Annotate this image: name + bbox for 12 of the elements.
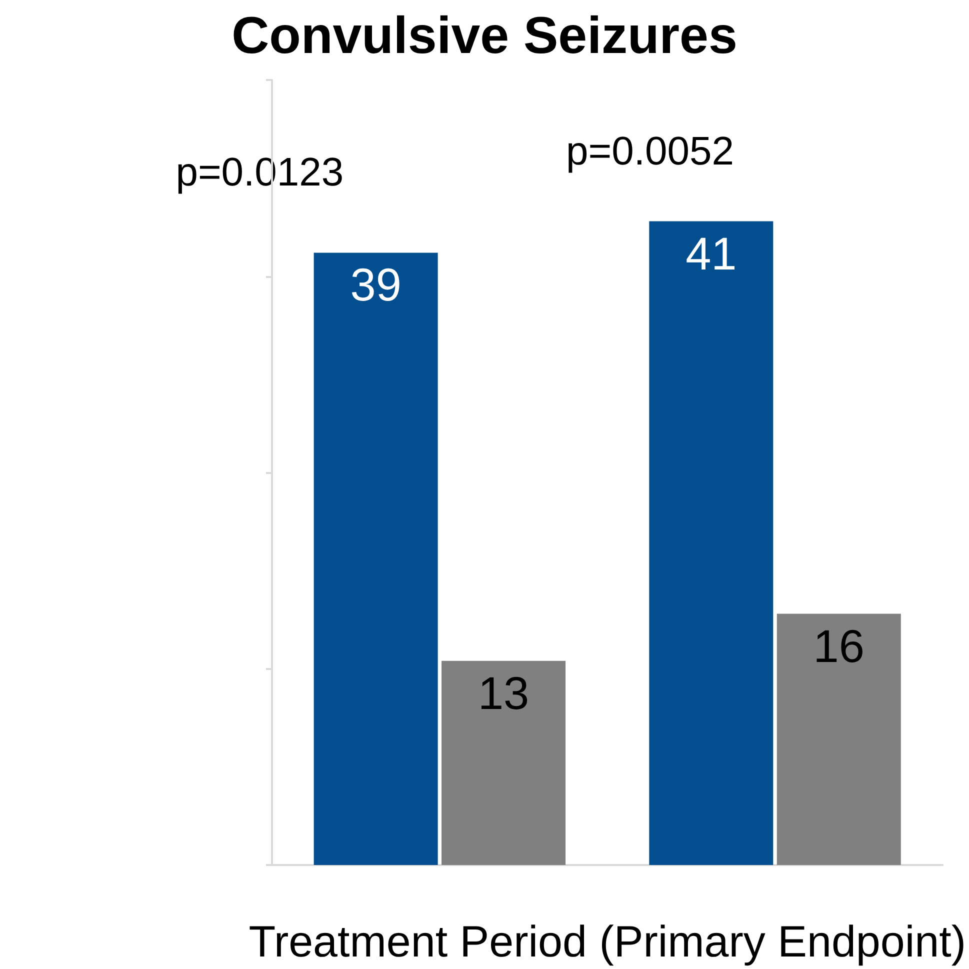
data-label: 39 <box>350 258 402 311</box>
data-label: 16 <box>813 620 864 672</box>
bar <box>649 221 774 865</box>
bar <box>776 614 901 865</box>
annotation: p=0.0052 <box>566 129 734 174</box>
bar <box>314 252 438 865</box>
x-axis-title: Treatment Period (Primary Endpoint) <box>248 918 966 966</box>
data-label: 13 <box>478 666 530 719</box>
annotation: p=0.0123 <box>176 150 344 195</box>
data-label: 41 <box>686 227 737 280</box>
bar <box>442 660 566 865</box>
chart-title: Convulsive Seizures <box>232 7 738 65</box>
